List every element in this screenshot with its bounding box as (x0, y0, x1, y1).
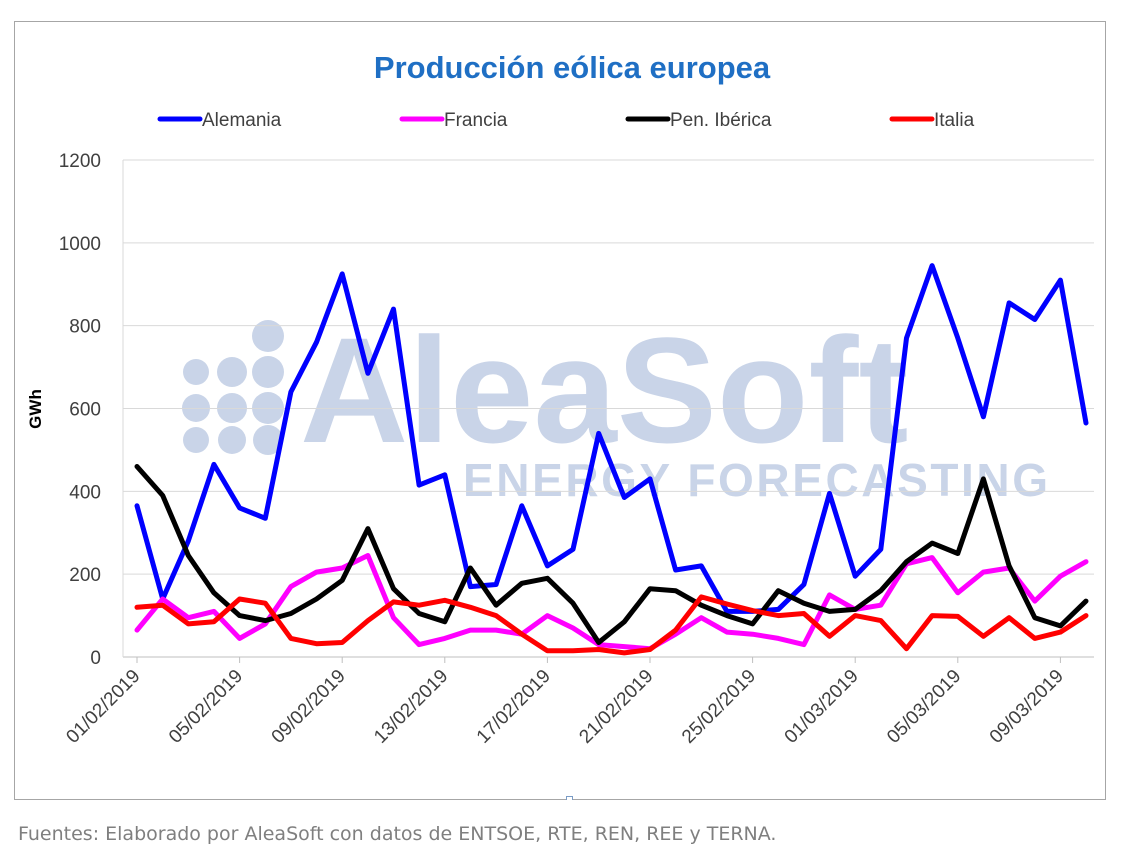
legend-label: Pen. Ibérica (670, 110, 772, 131)
legend-item: Pen. Ibérica (625, 110, 772, 131)
watermark-dot (253, 425, 283, 455)
x-axis: 01/02/2019 05/02/2019 09/02/2019 13/02/2019… (62, 657, 1068, 748)
legend-label: Francia (444, 110, 508, 131)
y-tick-label: 600 (69, 400, 101, 421)
legend-item: Italia (889, 110, 975, 131)
y-axis: 0 200 400 600 800 1000 1200 (59, 151, 101, 669)
x-tick-label: 01/02/2019 (62, 666, 144, 748)
x-tick-label: 05/02/2019 (165, 666, 247, 748)
y-axis-label: GWh (26, 389, 45, 429)
y-tick-label: 200 (69, 565, 101, 586)
legend-item: Francia (399, 110, 508, 131)
watermark-dot (183, 427, 209, 453)
x-tick-label: 09/02/2019 (268, 666, 350, 748)
gridlines (122, 159, 1094, 658)
series-line-francia (134, 553, 1089, 652)
source-note: Fuentes: Elaborado por AleaSoft con dato… (18, 823, 777, 845)
legend: Alemania Francia Pen. Ibérica Italia (157, 110, 975, 131)
legend-label: Italia (934, 110, 975, 131)
x-tick-label: 21/02/2019 (575, 666, 657, 748)
series-line-alemania (134, 263, 1089, 614)
y-tick-label: 1200 (59, 151, 101, 172)
x-tick-label: 25/02/2019 (678, 666, 760, 748)
watermark-tagline: ENERGY FORECASTING (463, 454, 1048, 506)
watermark-dot (252, 320, 284, 352)
x-tick-label: 01/03/2019 (781, 666, 863, 748)
series-line-pen-ib-rica (134, 464, 1089, 645)
series-line-italia (134, 594, 1089, 656)
legend-item: Alemania (157, 110, 282, 131)
legend-label: Alemania (202, 110, 282, 131)
y-tick-label: 800 (69, 317, 101, 338)
watermark-dot (183, 359, 209, 385)
y-tick-label: 1000 (59, 234, 101, 255)
watermark-dot (217, 357, 247, 387)
x-tick-label: 05/03/2019 (883, 666, 965, 748)
y-tick-label: 0 (90, 648, 101, 669)
y-tick-label: 400 (69, 482, 101, 503)
source-area (0, 800, 1123, 850)
x-tick-label: 13/02/2019 (370, 666, 452, 748)
x-tick-label: 09/03/2019 (986, 666, 1068, 748)
chart-frame (14, 21, 1106, 800)
watermark-dot (252, 356, 284, 388)
series-lines (134, 263, 1089, 656)
watermark-dot (218, 426, 246, 454)
x-tick-label: 17/02/2019 (473, 666, 555, 748)
chart-title: Producción eólica europea (374, 50, 771, 85)
